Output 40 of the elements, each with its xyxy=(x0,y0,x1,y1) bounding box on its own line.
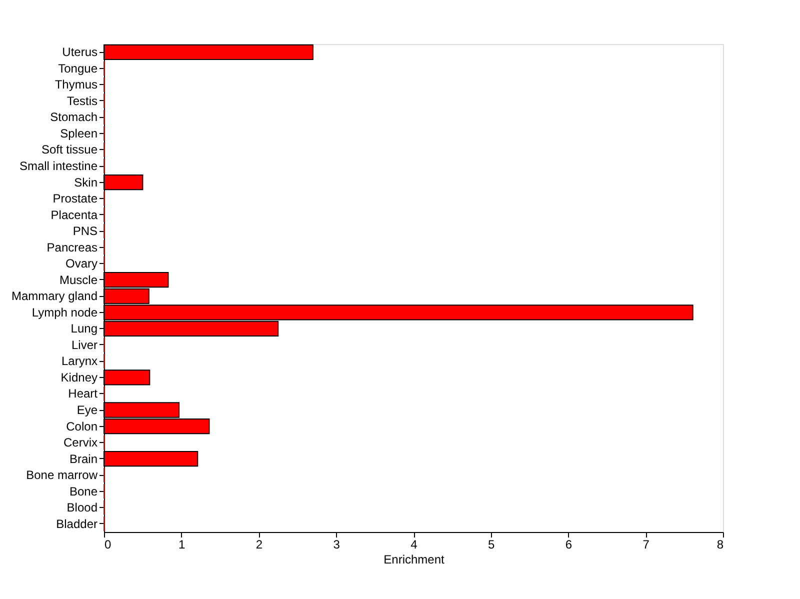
y-tick-label: Liver xyxy=(71,338,98,352)
x-tick-label: 2 xyxy=(256,538,263,552)
y-tick-label: Stomach xyxy=(50,110,98,124)
y-tick-label: Spleen xyxy=(60,126,98,140)
y-tick-label: Cervix xyxy=(63,436,98,450)
y-tick-label: Tongue xyxy=(58,61,98,76)
y-tick-label: Prostate xyxy=(52,192,98,206)
x-tick-label: 7 xyxy=(642,538,650,552)
x-tick-label: 8 xyxy=(716,538,724,552)
y-tick-label: Placenta xyxy=(50,208,98,222)
y-tick-label: Mammary gland xyxy=(11,289,98,304)
y-tick-label: Uterus xyxy=(62,45,98,60)
y-tick-label: Soft tissue xyxy=(41,142,98,157)
x-tick-label: 3 xyxy=(333,538,340,552)
y-tick-label: Testis xyxy=(66,94,98,108)
y-tick-label: Bladder xyxy=(56,516,98,531)
y-tick-label: Lymph node xyxy=(32,305,98,320)
y-tick-label: Small intestine xyxy=(19,159,98,173)
y-tick-label: Heart xyxy=(68,386,98,401)
y-tick-label: Bone marrow xyxy=(26,468,98,482)
x-tick-label: 1 xyxy=(178,538,186,552)
y-tick-label: Thymus xyxy=(54,78,98,92)
y-tick-label: Skin xyxy=(74,175,98,190)
y-tick-label: Brain xyxy=(69,452,98,466)
x-axis-title: Enrichment xyxy=(384,552,446,566)
y-tick-label: PNS xyxy=(72,224,98,238)
x-tick-label: 4 xyxy=(410,538,418,552)
x-tick-label: 6 xyxy=(565,538,572,552)
y-tick-label: Kidney xyxy=(60,370,98,384)
y-tick-label: Ovary xyxy=(65,256,98,271)
y-tick-label: Muscle xyxy=(59,272,98,287)
y-tick-label: Colon xyxy=(66,419,98,434)
y-tick-label: Blood xyxy=(66,500,98,515)
y-tick-label: Pancreas xyxy=(46,240,98,254)
x-tick-label: 5 xyxy=(488,538,496,552)
y-tick-label: Eye xyxy=(76,403,98,417)
x-tick-label: 0 xyxy=(104,538,112,552)
y-tick-label: Larynx xyxy=(61,354,98,368)
y-tick-label: Lung xyxy=(70,322,98,336)
y-tick-label: Bone xyxy=(69,484,98,498)
